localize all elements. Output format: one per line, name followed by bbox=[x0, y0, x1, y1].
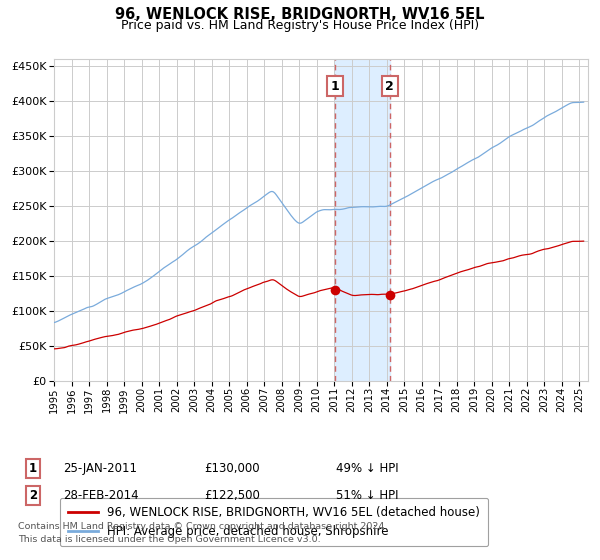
Legend: 96, WENLOCK RISE, BRIDGNORTH, WV16 5EL (detached house), HPI: Average price, det: 96, WENLOCK RISE, BRIDGNORTH, WV16 5EL (… bbox=[60, 498, 488, 546]
Text: 1: 1 bbox=[29, 462, 37, 475]
Text: 28-FEB-2014: 28-FEB-2014 bbox=[63, 489, 139, 502]
Text: £130,000: £130,000 bbox=[204, 462, 260, 475]
Text: Price paid vs. HM Land Registry's House Price Index (HPI): Price paid vs. HM Land Registry's House … bbox=[121, 19, 479, 32]
Text: This data is licensed under the Open Government Licence v3.0.: This data is licensed under the Open Gov… bbox=[18, 535, 320, 544]
Text: 2: 2 bbox=[385, 80, 394, 92]
Text: 2: 2 bbox=[29, 489, 37, 502]
Text: 25-JAN-2011: 25-JAN-2011 bbox=[63, 462, 137, 475]
Text: £122,500: £122,500 bbox=[204, 489, 260, 502]
Text: 49% ↓ HPI: 49% ↓ HPI bbox=[336, 462, 398, 475]
Text: 1: 1 bbox=[331, 80, 340, 92]
Text: Contains HM Land Registry data © Crown copyright and database right 2024.: Contains HM Land Registry data © Crown c… bbox=[18, 522, 388, 531]
Bar bbox=[335, 59, 389, 381]
Text: 96, WENLOCK RISE, BRIDGNORTH, WV16 5EL: 96, WENLOCK RISE, BRIDGNORTH, WV16 5EL bbox=[115, 7, 485, 22]
Text: 51% ↓ HPI: 51% ↓ HPI bbox=[336, 489, 398, 502]
